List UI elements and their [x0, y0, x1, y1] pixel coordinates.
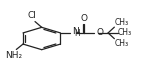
- Text: NH₂: NH₂: [6, 51, 23, 60]
- Text: H: H: [74, 29, 80, 38]
- Text: O: O: [80, 14, 87, 23]
- Text: N: N: [72, 27, 79, 36]
- Text: CH₃: CH₃: [118, 28, 132, 37]
- Text: Cl: Cl: [27, 11, 36, 20]
- Text: O: O: [96, 28, 103, 37]
- Text: CH₃: CH₃: [115, 18, 129, 27]
- Text: CH₃: CH₃: [115, 39, 129, 48]
